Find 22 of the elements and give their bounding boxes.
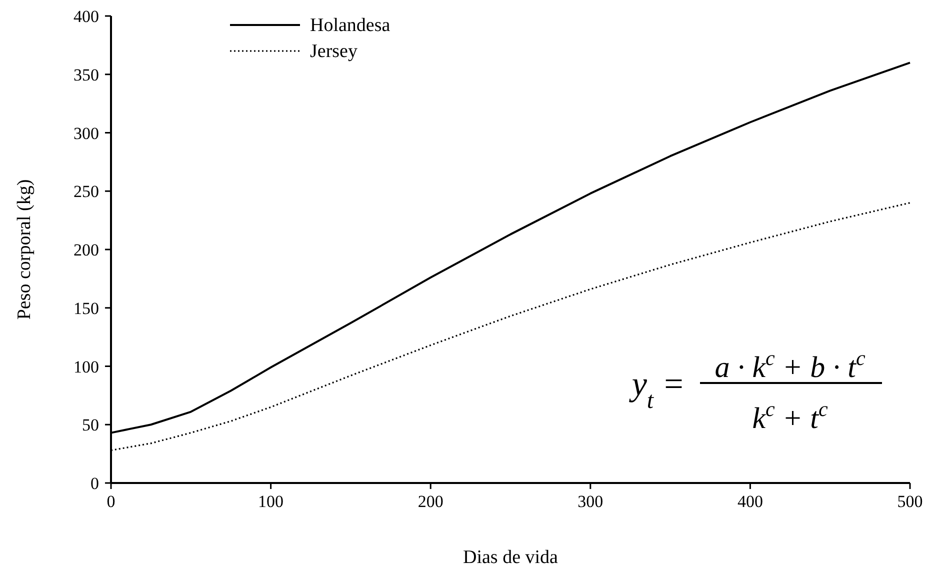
y-tick-label: 350 xyxy=(74,65,99,84)
y-tick-label: 300 xyxy=(74,124,99,143)
y-axis-title: Peso corporal (kg) xyxy=(14,179,35,320)
y-tick-label: 400 xyxy=(74,7,99,26)
annotation: a · k$^{c}$ + b · t$^{c}$ xyxy=(714,346,866,384)
legend-label: Holandesa xyxy=(310,15,391,36)
x-tick-label: 100 xyxy=(258,492,284,511)
y-tick-label: 100 xyxy=(74,357,99,376)
y-tick-label: 250 xyxy=(74,182,99,202)
x-tick-label: 300 xyxy=(578,492,604,511)
x-tick-label: 200 xyxy=(418,492,444,511)
y-tick-label: 200 xyxy=(74,240,99,260)
legend-label: Jersey xyxy=(310,41,358,62)
x-tick-label: 0 xyxy=(106,492,116,511)
y-tick-label: 150 xyxy=(74,298,99,318)
annotation: y$_{t}$ = xyxy=(628,366,685,414)
y-tick-label: 50 xyxy=(82,416,99,435)
y-tick-label: 0 xyxy=(90,474,99,493)
annotation: k$^{c}$ + t$^{c}$ xyxy=(752,397,828,435)
x-tick-label: 500 xyxy=(897,492,923,511)
x-tick-label: 400 xyxy=(737,492,763,511)
x-axis-title: Dias de vida xyxy=(463,547,559,568)
